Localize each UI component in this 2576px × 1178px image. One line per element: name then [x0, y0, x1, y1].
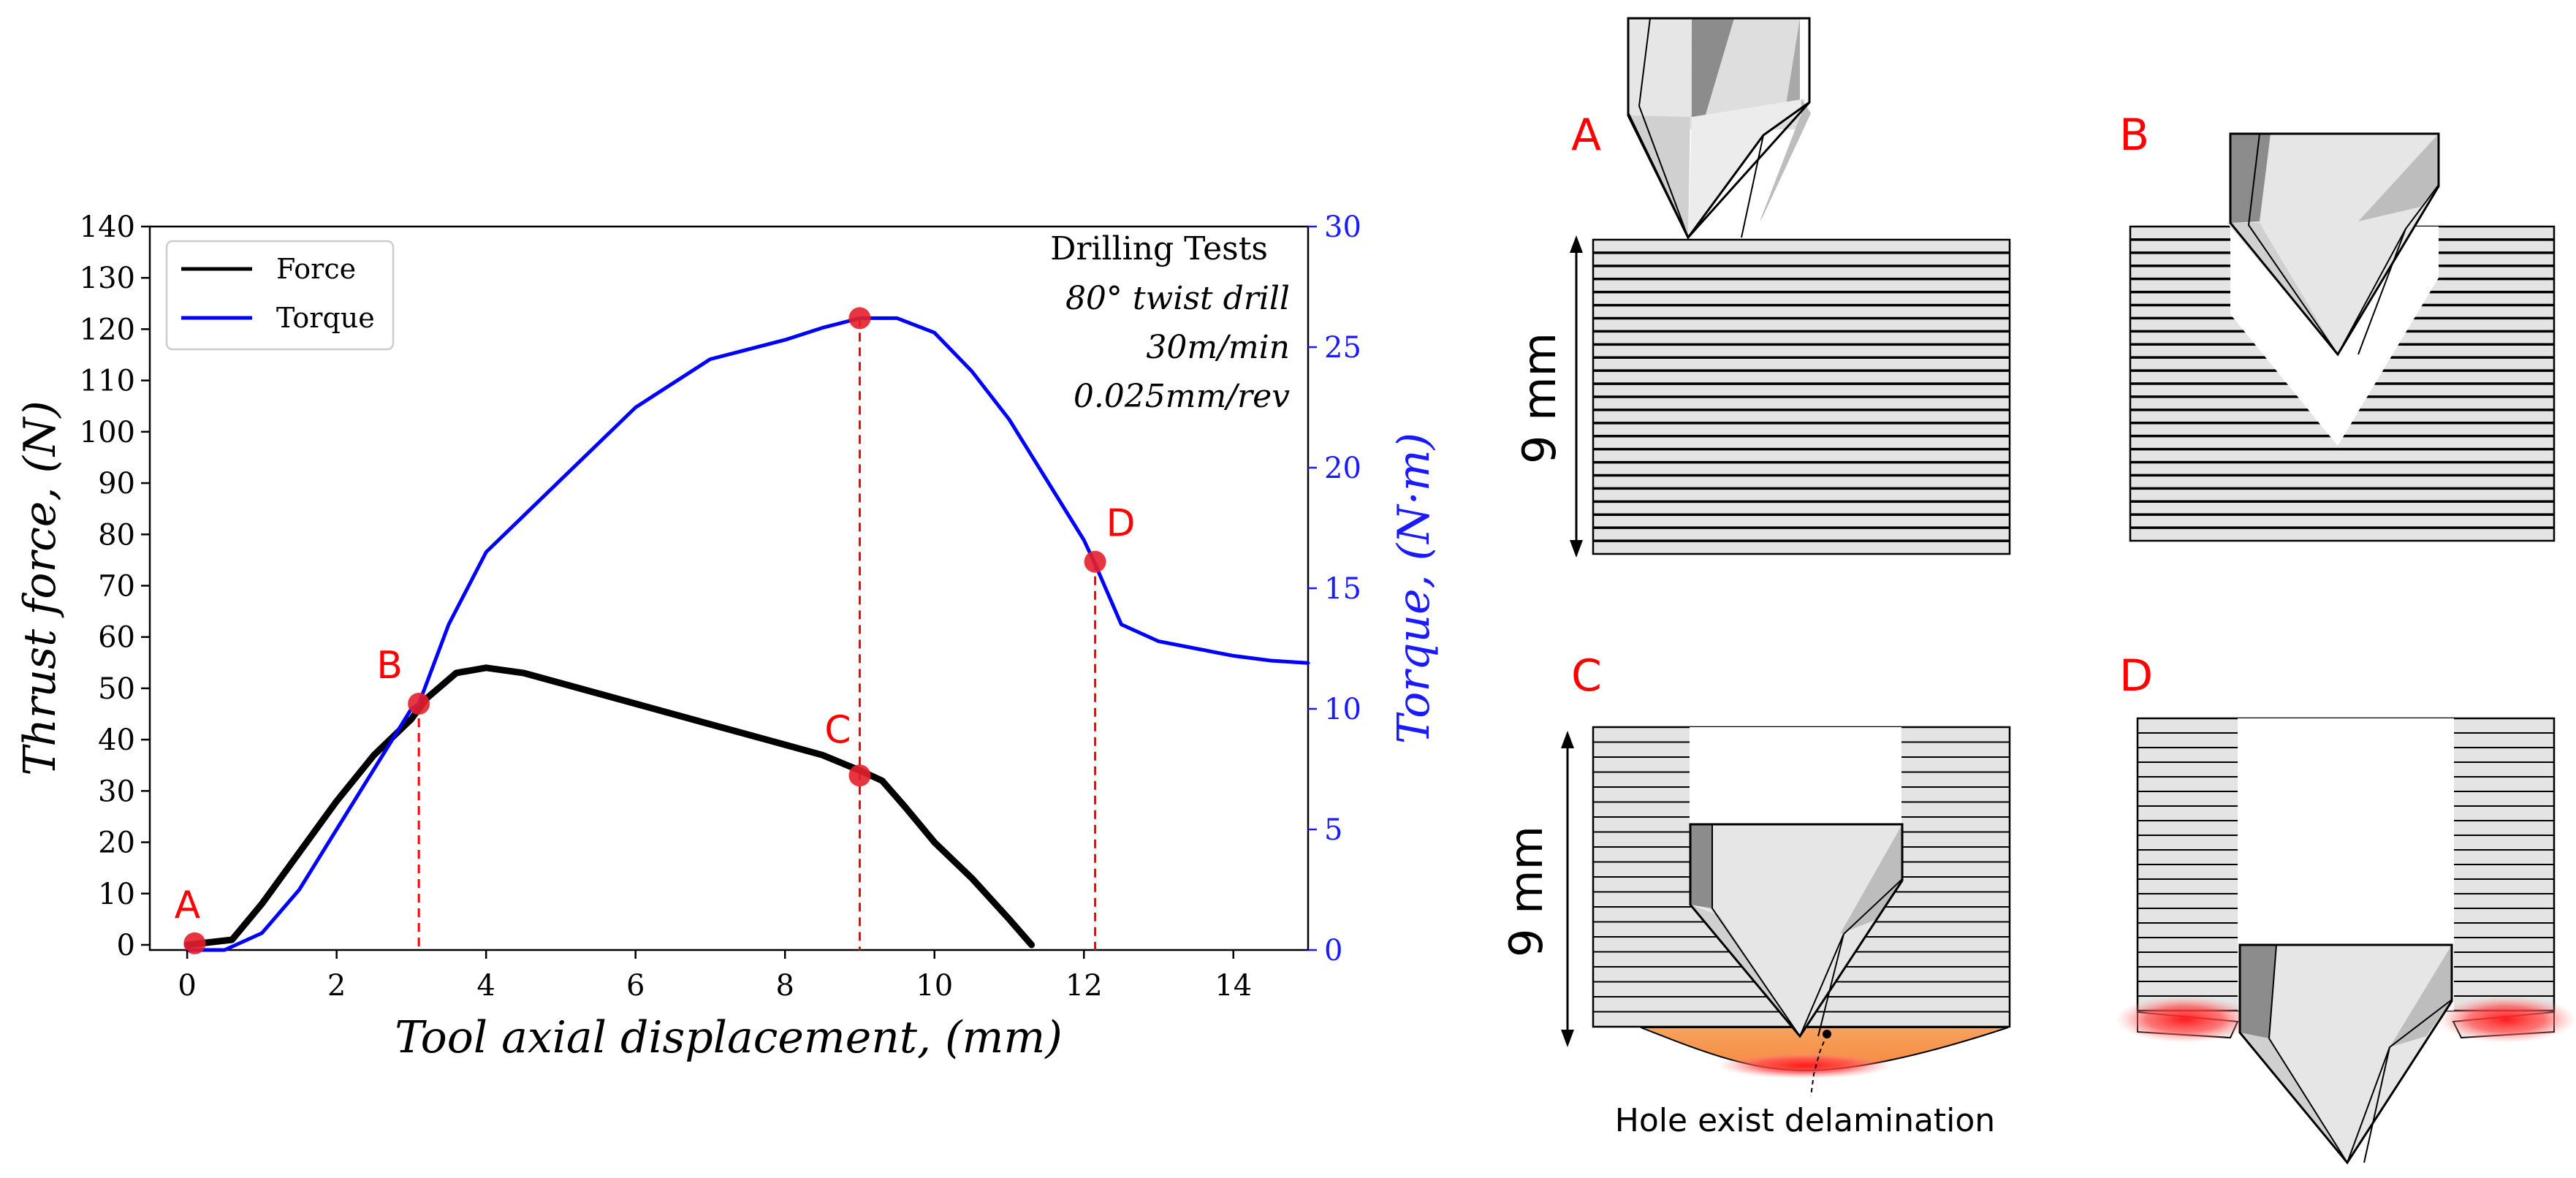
test-conditions-annotation: Drilling Tests 80° twist drill 30m/min 0… [1050, 230, 1290, 415]
panel-d-exit-damage [2116, 996, 2576, 1043]
annotation-line-4: 0.025mm/rev [1074, 378, 1290, 415]
hole-cutout [2238, 718, 2454, 1011]
left-tick-label: 130 [80, 262, 135, 295]
marker-point [848, 307, 871, 330]
panel-b-label: B [2119, 110, 2149, 161]
right-tick-label: 0 [1324, 934, 1342, 968]
left-tick-label: 40 [98, 723, 135, 757]
panel-c-thickness-label: 9 mm [1500, 826, 1553, 957]
right-tick-label: 5 [1324, 813, 1342, 847]
delamination-glow [1717, 1052, 1893, 1079]
left-tick-label: 80 [98, 518, 135, 552]
panel-b-drill-bit [2227, 132, 2440, 357]
right-tick-label: 10 [1324, 693, 1361, 726]
annotation-line-3: 30m/min [1146, 329, 1290, 366]
left-axis-label: Thrust force, (N) [15, 400, 66, 776]
series-line-force [183, 664, 1036, 949]
marker-label-b: B [376, 644, 403, 688]
legend: Force Torque [165, 240, 395, 351]
marker-label-d: D [1106, 502, 1136, 546]
panel-d-drill-bit [2238, 943, 2453, 1165]
left-tick-label: 110 [80, 365, 135, 398]
annotation-line-2: 80° twist drill [1065, 280, 1290, 317]
marker-point-a [183, 932, 206, 954]
drilling-stage-diagrams: A 9 mm [1500, 17, 2576, 1165]
annotation-line-1: Drilling Tests [1050, 230, 1268, 267]
left-tick-label: 120 [80, 313, 135, 346]
panel-a-laminate [1592, 238, 2011, 555]
marker-point-d [1084, 550, 1106, 573]
left-tick-label: 140 [80, 210, 135, 244]
exit-damage-glow-left [2116, 996, 2254, 1043]
series-layer [183, 316, 1310, 952]
legend-label-force: Force [276, 253, 356, 285]
left-tick-label: 100 [80, 416, 135, 449]
left-tick-label: 20 [98, 826, 135, 860]
x-tick-label: 8 [775, 969, 794, 1003]
x-tick-label: 12 [1065, 969, 1103, 1003]
x-axis-label: Tool axial displacement, (mm) [395, 1012, 1062, 1063]
x-tick-label: 10 [916, 969, 953, 1003]
left-axis-ticks: 0 10 20 30 40 50 60 70 80 90 100 110 120 130 140 [80, 210, 150, 962]
panel-d: D [2116, 650, 2576, 1165]
panel-d-label: D [2119, 650, 2153, 702]
right-tick-label: 20 [1324, 452, 1361, 485]
right-axis-ticks: 0 5 10 15 20 25 30 [1308, 210, 1361, 968]
left-tick-label: 0 [117, 929, 135, 962]
marker-points: A B C D [175, 307, 1136, 954]
delamination-leader-line [1810, 1033, 1828, 1097]
right-axis-label: Torque, (N·m) [1388, 433, 1440, 744]
panel-a-drill-bit [1627, 17, 1811, 240]
x-tick-label: 0 [178, 969, 196, 1003]
panel-a: A 9 mm [1513, 17, 2011, 558]
delamination-caption: Hole exist delamination [1615, 1102, 1995, 1139]
left-tick-label: 10 [98, 878, 135, 911]
hole-cutout [1690, 727, 1901, 824]
panel-a-label: A [1571, 110, 1601, 161]
panel-c-thickness-dimension: 9 mm [1500, 731, 1574, 1047]
marker-point-b [408, 692, 430, 715]
left-tick-label: 50 [98, 672, 135, 706]
legend-label-torque: Torque [276, 302, 375, 334]
panel-a-thickness-dimension: 9 mm [1513, 235, 1583, 558]
x-tick-label: 4 [476, 969, 495, 1003]
x-tick-label: 6 [626, 969, 645, 1003]
marker-label-c: C [824, 708, 851, 752]
panel-c-drill-bit [1689, 823, 1904, 1038]
left-tick-label: 30 [98, 775, 135, 808]
marker-label-a: A [175, 884, 201, 927]
left-tick-label: 90 [98, 467, 135, 501]
right-tick-label: 25 [1324, 331, 1361, 365]
series-line-torque [185, 316, 1310, 952]
panel-c: C Hole exist delamination 9 mm [1500, 650, 2011, 1139]
left-tick-label: 70 [98, 569, 135, 603]
marker-point-c [848, 764, 871, 787]
panel-b: B [2119, 110, 2556, 542]
panel-c-label: C [1571, 650, 1602, 702]
left-tick-label: 60 [98, 621, 135, 655]
x-axis-ticks: 0 2 4 6 8 10 12 14 [178, 950, 1252, 1003]
exit-damage-glow-right [2437, 996, 2576, 1043]
panel-c-delamination: Hole exist delamination [1615, 1027, 2009, 1139]
x-tick-label: 14 [1215, 969, 1252, 1003]
right-tick-label: 15 [1324, 572, 1361, 606]
x-tick-label: 2 [327, 969, 346, 1003]
right-tick-label: 30 [1324, 210, 1361, 244]
panel-a-thickness-label: 9 mm [1513, 332, 1566, 464]
marker-guide-lines [417, 318, 1097, 950]
